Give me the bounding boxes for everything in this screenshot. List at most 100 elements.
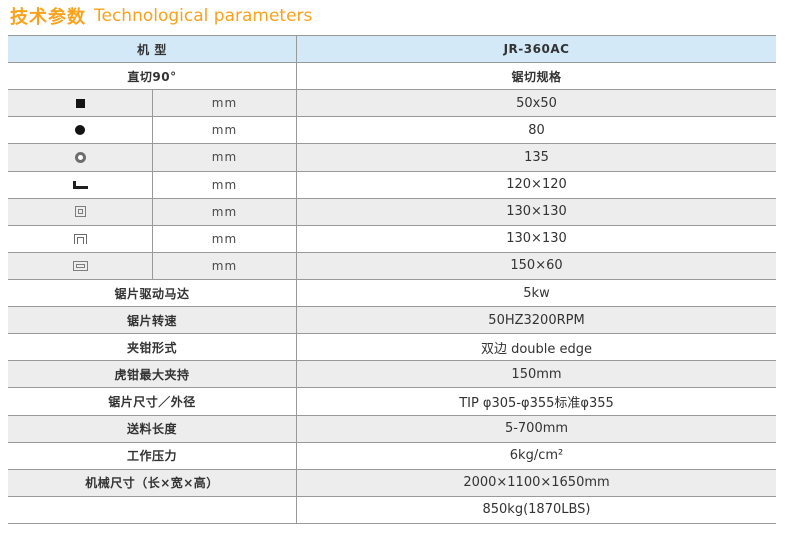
row-left-cell: mm [8, 171, 297, 198]
row-value: 6kg/cm² [509, 448, 564, 464]
row-icon-cell [8, 171, 153, 198]
table-row: mm 130×130 [8, 225, 776, 253]
row-icon-cell [8, 225, 153, 252]
page-title: 技术参数 Technological parameters [10, 3, 312, 29]
unit-label: mm [211, 150, 238, 165]
table-row: mm 50x50 [8, 90, 776, 118]
row-label: 锯片转速 [126, 313, 177, 328]
row-value-cell: 150mm [297, 361, 776, 387]
table-row: 锯片驱动马达 5kw [8, 279, 776, 308]
row-label: 机 型 [137, 42, 167, 57]
row-label: 机械尺寸（长×宽×高） [85, 476, 219, 491]
table-row: 直切90° 锯切规格 [8, 63, 776, 91]
table-row: mm 130×130 [8, 198, 776, 226]
table-row: 850kg(1870LBS) [8, 496, 776, 524]
row-value: 120×120 [506, 177, 567, 193]
row-value-cell: 150×60 [297, 253, 776, 279]
row-value-cell: 双边 double edge [297, 334, 776, 360]
row-left-cell: mm [8, 252, 297, 279]
table-row: 夹钳形式 双边 double edge [8, 334, 776, 362]
row-value-cell: 850kg(1870LBS) [297, 497, 776, 523]
row-value-cell: JR-360AC [297, 36, 776, 62]
row-left-cell: 锯片转速 [8, 307, 297, 334]
unit-label: mm [211, 258, 238, 273]
solid-square-icon [75, 98, 85, 108]
row-value-cell: 5kw [297, 280, 776, 306]
row-value-cell: 50HZ3200RPM [297, 307, 776, 333]
row-value: JR-360AC [503, 42, 570, 57]
parameters-table: 机 型 JR-360AC 直切90° 锯切规格 mm 50x50 mm 80 mm 135 mm 12… [8, 35, 776, 524]
row-value-cell: 120×120 [297, 172, 776, 198]
row-unit-cell: mm [153, 199, 296, 225]
table-row: mm 80 [8, 117, 776, 145]
table-row: 锯片尺寸／外径 TIP φ305-φ355标准φ355 [8, 388, 776, 416]
table-row: 锯片转速 50HZ3200RPM [8, 307, 776, 335]
row-icon-cell [8, 198, 153, 225]
row-icon-cell [8, 252, 153, 279]
row-left-cell: 机 型 [8, 36, 297, 63]
row-left-cell: mm [8, 117, 297, 144]
row-value-cell: 2000×1100×1650mm [297, 470, 776, 496]
row-value-cell: 50x50 [297, 90, 776, 116]
table-row: mm 150×60 [8, 252, 776, 280]
row-value: 130×130 [506, 231, 567, 247]
row-value: 5-700mm [504, 421, 569, 437]
row-icon-cell [8, 117, 153, 144]
unit-label: mm [211, 123, 238, 138]
row-icon-cell [8, 90, 153, 117]
row-left-cell: mm [8, 198, 297, 225]
row-left-cell: 夹钳形式 [8, 334, 297, 361]
row-value-cell: 130×130 [297, 226, 776, 252]
row-value: 150mm [511, 366, 562, 382]
table-row: 机械尺寸（长×宽×高） 2000×1100×1650mm [8, 469, 776, 497]
unit-label: mm [211, 177, 238, 192]
row-value: 50x50 [516, 95, 557, 111]
row-icon-cell [8, 144, 153, 171]
row-unit-cell: mm [153, 90, 296, 116]
solid-circle-icon [75, 125, 85, 136]
table-row: mm 135 [8, 144, 776, 172]
row-value-cell: 锯切规格 [297, 63, 776, 89]
row-label: 虎钳最大夹持 [114, 367, 190, 382]
table-row: 工作压力 6kg/cm² [8, 442, 776, 470]
row-value-cell: 6kg/cm² [297, 443, 776, 469]
square-tube-icon [74, 206, 86, 218]
row-left-cell: 机械尺寸（长×宽×高） [8, 469, 297, 496]
row-value: 双边 double edge [480, 341, 593, 357]
row-left-cell: 工作压力 [8, 442, 297, 469]
row-left-cell: mm [8, 225, 297, 252]
row-left-cell: 送料长度 [8, 415, 297, 442]
unit-label: mm [211, 204, 238, 219]
row-value: 130×130 [506, 204, 567, 220]
row-value: 80 [528, 122, 545, 138]
table-header-row: 机 型 JR-360AC [8, 36, 776, 64]
row-label: 工作压力 [126, 449, 177, 464]
row-left-cell: 直切90° [8, 63, 297, 90]
row-left-cell: 锯片尺寸／外径 [8, 388, 297, 415]
angle-section-icon [72, 180, 88, 189]
unit-label: mm [211, 96, 238, 111]
row-value: 2000×1100×1650mm [463, 475, 610, 491]
table-row: 虎钳最大夹持 150mm [8, 361, 776, 389]
row-unit-cell: mm [153, 117, 296, 143]
row-unit-cell: mm [153, 172, 296, 198]
row-value: 135 [524, 149, 549, 165]
row-value: 50HZ3200RPM [488, 312, 585, 328]
row-label: 夹钳形式 [126, 340, 177, 355]
page-title-en: Technological parameters [94, 6, 313, 26]
row-left-cell [8, 496, 297, 523]
row-value-cell: 80 [297, 117, 776, 143]
row-value: 150×60 [510, 258, 563, 274]
row-unit-cell: mm [153, 144, 296, 170]
row-value: 850kg(1870LBS) [482, 502, 591, 518]
row-left-cell: 虎钳最大夹持 [8, 361, 297, 388]
row-value: 锯切规格 [511, 69, 562, 84]
row-unit-cell: mm [153, 226, 296, 252]
row-label: 锯片驱动马达 [114, 286, 190, 301]
row-left-cell: 锯片驱动马达 [8, 279, 297, 307]
row-unit-cell: mm [153, 253, 296, 279]
rect-tube-icon [72, 260, 88, 271]
row-value: TIP φ305-φ355标准φ355 [459, 395, 614, 411]
pipe-section-icon [74, 151, 86, 163]
